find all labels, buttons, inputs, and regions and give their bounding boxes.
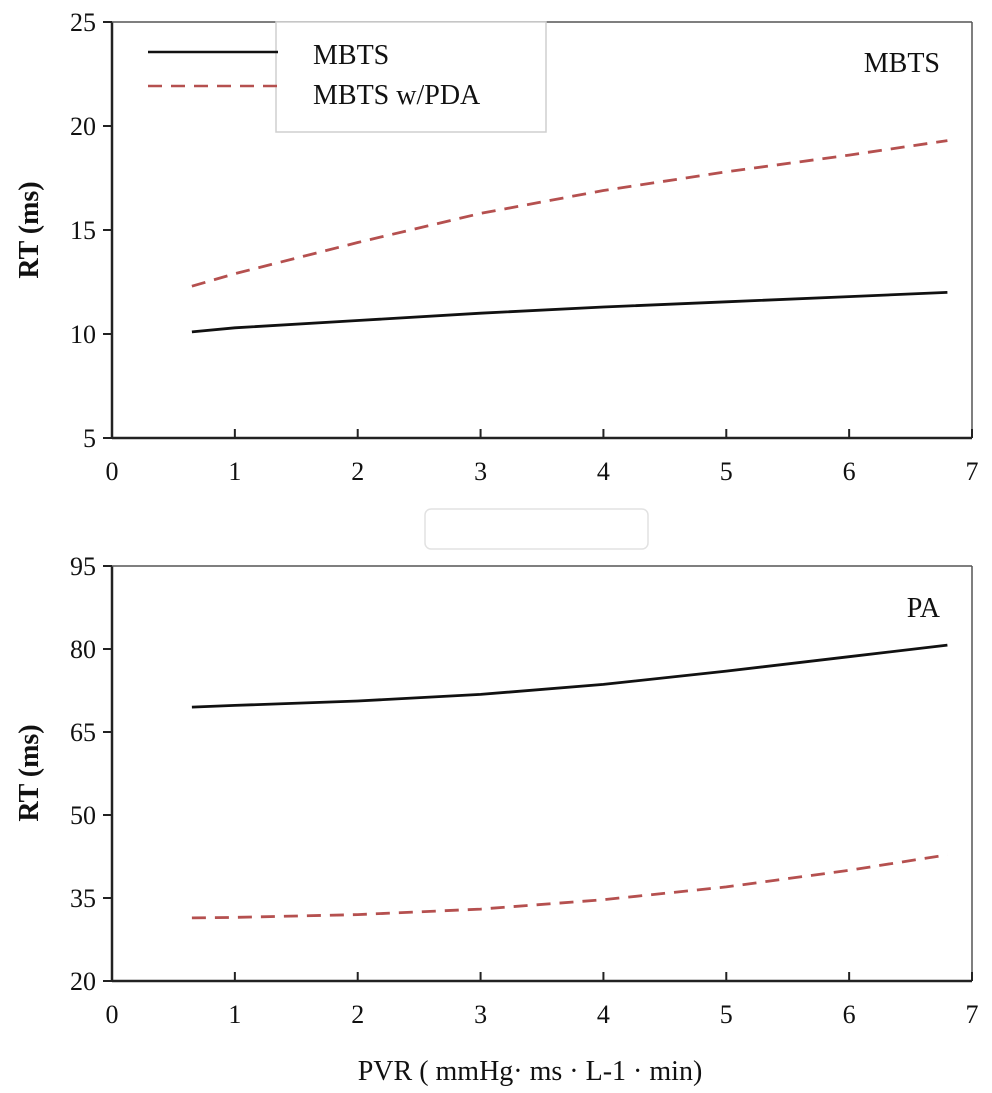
x-axis-title: PVR ( mmHg· ms · L-1 · min) [358, 1056, 703, 1087]
x-tick-label: 7 [966, 457, 979, 486]
series-line-mbts [191, 643, 948, 709]
panel-label-pa: PA [907, 593, 941, 624]
y-tick-label: 95 [70, 552, 96, 581]
y-tick-label: 5 [83, 424, 96, 453]
panel-mbts: 0 1 2 3 4 5 6 7 5 10 15 20 25 RT (ms) MBTS MBTS MBT… [14, 8, 979, 486]
x-tick-label: 7 [966, 1000, 979, 1029]
y-tick-label: 65 [70, 718, 96, 747]
x-tick-label: 0 [106, 1000, 119, 1029]
x-tick-label: 0 [106, 457, 119, 486]
series-line-mbts-w-pda [191, 853, 948, 920]
x-tick-label: 3 [474, 1000, 487, 1029]
empty-caption-box [424, 508, 649, 550]
y-tick-label: 10 [70, 320, 96, 349]
x-tick-label: 5 [720, 457, 733, 486]
series-group [191, 643, 948, 920]
y-tick-label: 80 [70, 635, 96, 664]
y-tick-label: 20 [70, 967, 96, 996]
x-tick-label: 6 [843, 1000, 856, 1029]
y-tick-label: 20 [70, 112, 96, 141]
x-tick-label: 5 [720, 1000, 733, 1029]
x-tick-label: 1 [228, 1000, 241, 1029]
x-tick-label: 4 [597, 457, 610, 486]
series-line-mbts [191, 291, 948, 334]
x-tick-label: 6 [843, 457, 856, 486]
y-ticks: 5 10 15 20 25 [70, 8, 112, 453]
legend-box [275, 21, 547, 133]
panel-pa: 0 1 2 3 4 5 6 7 20 35 50 65 80 95 RT (ms) PA PVR ( m… [14, 552, 979, 1087]
y-tick-label: 50 [70, 801, 96, 830]
x-ticks: 0 1 2 3 4 5 6 7 [106, 972, 979, 1029]
x-tick-label: 2 [351, 457, 364, 486]
y-tick-label: 15 [70, 216, 96, 245]
legend-label-mbts: MBTS [313, 40, 389, 71]
x-tick-label: 4 [597, 1000, 610, 1029]
legend-label-mbts-pda: MBTS w/PDA [313, 80, 481, 111]
y-tick-label: 25 [70, 8, 96, 37]
legend: MBTS MBTS w/PDA [148, 21, 547, 133]
y-axis-title: RT (ms) [14, 181, 45, 278]
y-tick-label: 35 [70, 884, 96, 913]
y-axis-title: RT (ms) [14, 724, 45, 821]
x-ticks: 0 1 2 3 4 5 6 7 [106, 429, 979, 486]
x-tick-label: 3 [474, 457, 487, 486]
panel-label-mbts: MBTS [864, 48, 940, 79]
plot-area [110, 565, 973, 983]
x-tick-label: 2 [351, 1000, 364, 1029]
series-line-mbts-w-pda [191, 139, 948, 288]
x-tick-label: 1 [228, 457, 241, 486]
series-group [191, 139, 948, 334]
y-ticks: 20 35 50 65 80 95 [70, 552, 112, 996]
